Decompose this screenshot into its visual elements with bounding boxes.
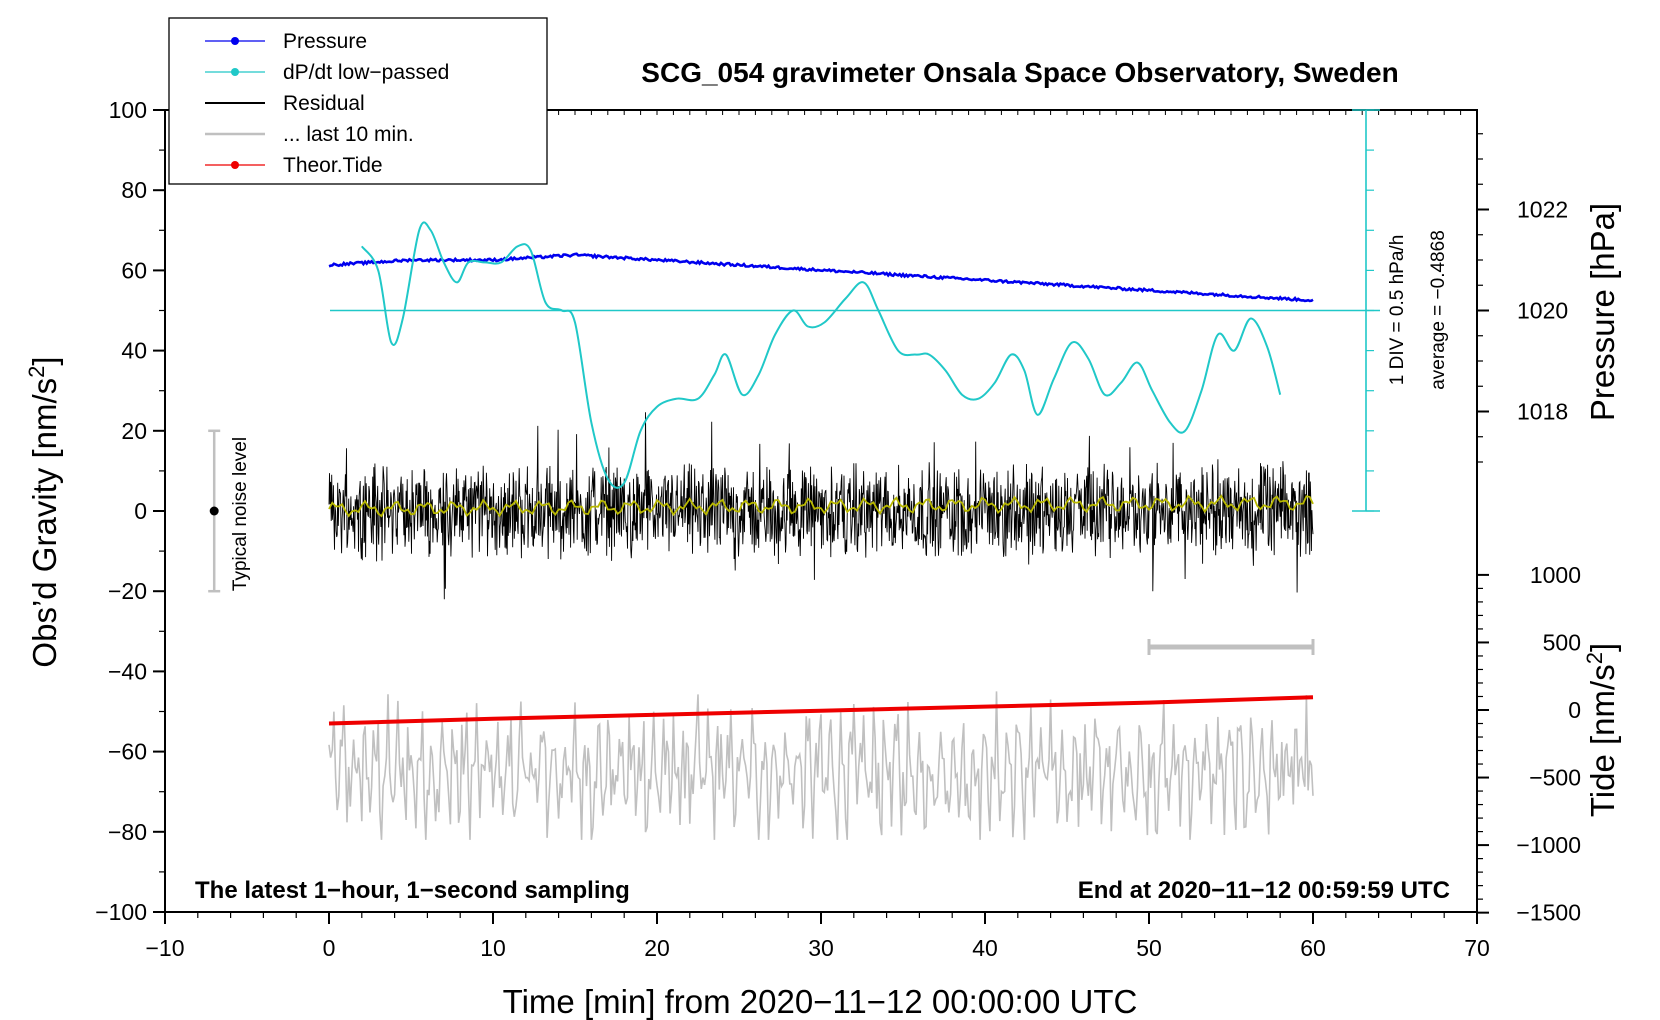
x-axis-title: Time [min] from 2020−11−12 00:00:00 UTC	[503, 983, 1138, 1020]
noise-level-dot	[209, 506, 219, 516]
residual-smoothed-line	[328, 494, 1314, 518]
legend-swatches	[205, 37, 265, 169]
chart-title: SCG_054 gravimeter Onsala Space Observat…	[641, 57, 1398, 88]
y-axis-title-tide: Tide [nm/s2]	[1582, 643, 1622, 817]
legend-label-pressure: Pressure	[283, 30, 367, 53]
x-tick-label: 30	[808, 935, 834, 961]
y-left-tick-label: −100	[95, 899, 147, 925]
y-left-title-sup: 2	[24, 366, 49, 378]
x-tick-label: 60	[1300, 935, 1326, 961]
x-tick-label: 20	[644, 935, 670, 961]
legend-box	[168, 17, 548, 185]
y-left-tick-label: 100	[109, 97, 147, 123]
y-left-tick-label: 0	[134, 498, 147, 524]
y-left-tick-label: −20	[108, 578, 147, 604]
y-left-tick-label: 80	[121, 177, 147, 203]
pressure-tick-label: 1018	[1517, 399, 1568, 425]
tide-title-sup: 2	[1582, 652, 1607, 664]
y-left-tick-label: 60	[121, 257, 147, 283]
x-tick-label: 0	[323, 935, 336, 961]
y-left-tick-label: −60	[108, 739, 147, 765]
annotation-end-time: End at 2020−11−12 00:59:59 UTC	[1078, 877, 1450, 904]
y-left-tick-label: 40	[121, 338, 147, 364]
last10-series-line	[328, 691, 1314, 840]
y-left-tick-label: −40	[108, 658, 147, 684]
y-left-tick-label: 20	[121, 418, 147, 444]
tide-tick-label: 1000	[1530, 562, 1581, 588]
legend: Pressure dP/dt low−passed Residual ... l…	[168, 17, 548, 185]
div-label: 1 DIV = 0.5 hPa/h	[1387, 235, 1408, 386]
legend-swatch-marker	[231, 68, 239, 76]
tide-series-line	[328, 695, 1314, 726]
tide-title-end: ]	[1584, 643, 1621, 652]
residual-series-line	[328, 412, 1314, 600]
x-tick-label: 40	[972, 935, 998, 961]
legend-label-residual: Residual	[283, 92, 365, 115]
legend-label-dpdt: dP/dt low−passed	[283, 61, 449, 84]
tide-tick-label: 0	[1568, 697, 1581, 723]
pressure-series-line	[328, 252, 1314, 303]
tide-tick-label: −1500	[1516, 900, 1581, 926]
y-axis-title-left: Obs’d Gravity [nm/s2]	[24, 356, 64, 667]
legend-swatch-marker	[231, 37, 239, 45]
legend-swatch-marker	[231, 161, 239, 169]
dpdt-series-line	[360, 221, 1282, 489]
noise-level-label: Typical noise level	[230, 437, 251, 591]
x-tick-label: 50	[1136, 935, 1162, 961]
x-tick-label: 70	[1464, 935, 1490, 961]
y-left-tick-label: −80	[108, 819, 147, 845]
y-axis-title-pressure: Pressure [hPa]	[1584, 203, 1621, 421]
legend-label-tide: Theor.Tide	[283, 154, 383, 177]
y-left-title-end: ]	[26, 356, 63, 365]
pressure-tick-label: 1022	[1517, 197, 1568, 223]
average-label: average = −0.4868	[1428, 230, 1449, 390]
tide-tick-label: −1000	[1516, 832, 1581, 858]
pressure-tick-label: 1020	[1517, 298, 1568, 324]
tide-tick-label: −500	[1529, 765, 1581, 791]
series-layer	[208, 109, 1380, 840]
legend-label-last10: ... last 10 min.	[283, 123, 414, 146]
tide-tick-label: 500	[1543, 629, 1581, 655]
x-tick-label: 10	[480, 935, 506, 961]
tide-title-main: Tide [nm/s	[1584, 664, 1621, 817]
x-tick-label: −10	[145, 935, 184, 961]
y-left-title-main: Obs’d Gravity [nm/s	[26, 378, 63, 668]
annotation-sampling: The latest 1−hour, 1−second sampling	[195, 877, 630, 904]
